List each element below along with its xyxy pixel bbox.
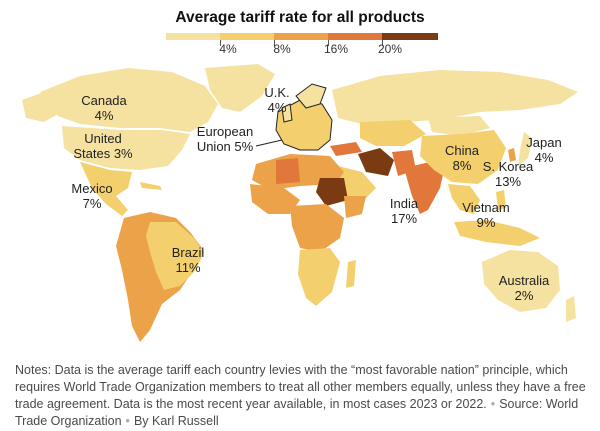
ethiopia (344, 196, 366, 218)
alaska (22, 92, 58, 122)
australia-label: Australia (499, 273, 550, 288)
notes-text: Notes: Data is the average tariff each c… (15, 363, 586, 411)
skorea-value: 13% (495, 174, 521, 189)
china (420, 130, 506, 184)
west-africa (250, 184, 300, 214)
russia (332, 70, 578, 124)
legend: 4% 8% 16% 20% (166, 33, 438, 56)
legend-tick-8: 8% (273, 42, 291, 56)
turkey (330, 142, 362, 156)
southern-africa (298, 248, 340, 306)
svg-text:U.K.4%: U.K. 4% (264, 85, 289, 115)
map-title: Average tariff rate for all products (175, 9, 425, 26)
mexico-value: 7% (83, 196, 102, 211)
canada-value: 4% (95, 108, 114, 123)
australia-value: 2% (515, 288, 534, 303)
legend-bin-4 (328, 33, 382, 40)
us-value: States 3% (73, 146, 133, 161)
legend-bin-5 (382, 33, 438, 40)
notes-byline: By Karl Russell (133, 414, 219, 428)
central-asia (360, 120, 426, 146)
mongolia (428, 116, 490, 136)
mexico-label: Mexico (71, 181, 112, 196)
algeria (276, 158, 300, 184)
japan (518, 132, 532, 166)
world-map: Canada 4% United States 3% Mexico 7% Brazil… (22, 64, 578, 342)
notes-source: Source: World Trade Organization (15, 397, 579, 428)
scandinavia (295, 83, 327, 109)
china-label: China (445, 143, 480, 158)
australia (482, 250, 560, 312)
brazil-label: Brazil (172, 245, 205, 260)
madagascar (346, 260, 356, 288)
southeast-asia (448, 184, 480, 214)
india (404, 162, 444, 214)
skorea-label: S. Korea (483, 159, 534, 174)
mexico (80, 162, 132, 216)
legend-tick-20: 20% (377, 42, 403, 56)
canada-label: Canada (81, 93, 127, 108)
iran (358, 148, 394, 176)
brazil-value: 11% (175, 260, 200, 275)
canada (40, 68, 218, 132)
india-value: 17% (391, 211, 417, 226)
south-korea (508, 148, 516, 162)
uk-value: 4% (268, 100, 287, 115)
japan-value: 4% (535, 150, 554, 165)
us-label: United (84, 131, 122, 146)
legend-tick-16: 16% (323, 42, 349, 56)
eu-label: European (197, 124, 253, 139)
legend-bin-1 (166, 33, 220, 40)
uk-label: U.K. (264, 85, 289, 100)
new-zealand (566, 296, 576, 322)
sudan (316, 178, 348, 206)
china-value: 8% (453, 158, 472, 173)
legend-bin-3 (274, 33, 328, 40)
vietnam-value: 9% (477, 215, 496, 230)
central-africa (290, 204, 344, 252)
greenland (205, 64, 275, 112)
philippines (496, 190, 506, 210)
legend-tick-4: 4% (219, 42, 237, 56)
united-kingdom (281, 103, 293, 123)
brazil (146, 222, 204, 290)
united-states (62, 126, 190, 170)
eu-value: Union 5% (197, 139, 254, 154)
japan-label: Japan (526, 135, 561, 150)
legend-bin-2 (220, 33, 274, 40)
vietnam-label: Vietnam (462, 200, 509, 215)
indonesia (454, 220, 540, 246)
india-label: India (390, 196, 419, 211)
notes: Notes: Data is the average tariff each c… (15, 363, 586, 428)
